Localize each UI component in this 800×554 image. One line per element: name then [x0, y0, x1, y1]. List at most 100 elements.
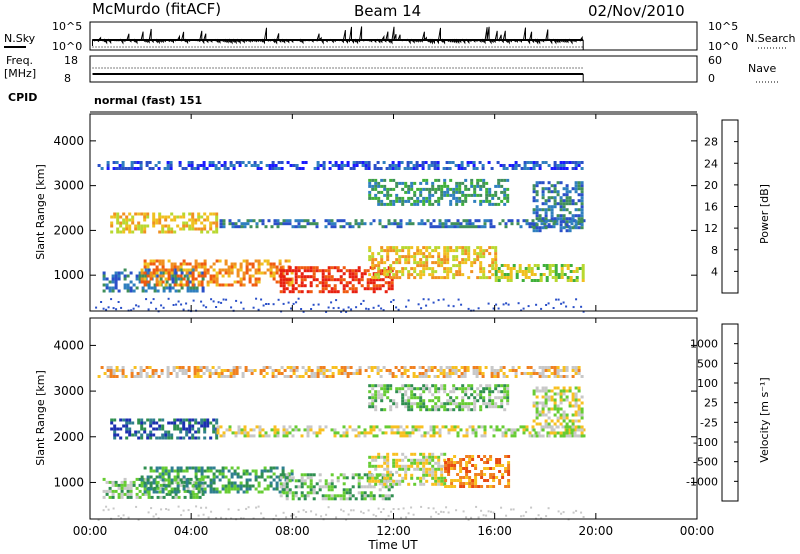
echo-cell — [212, 418, 216, 422]
echo-cell — [188, 490, 192, 494]
echo-cell — [330, 494, 334, 498]
echo-cell — [182, 421, 186, 425]
echo-cell — [515, 270, 519, 273]
echo-cell — [354, 269, 358, 273]
echo-cell — [392, 458, 396, 462]
echo-cell — [520, 515, 523, 518]
echo-cell — [492, 476, 496, 479]
echo-cell — [122, 221, 126, 225]
power-ylabel: Slant Range [km] — [34, 164, 47, 260]
echo-cell — [339, 219, 343, 223]
echo-cell — [453, 485, 457, 488]
echo-cell — [411, 222, 415, 226]
echo-cell — [360, 485, 364, 489]
echo-cell — [252, 434, 256, 438]
echo-cell — [224, 271, 228, 275]
echo-cell — [203, 265, 207, 269]
echo-cell — [280, 161, 284, 164]
echo-cell — [413, 267, 417, 271]
echo-cell — [125, 218, 129, 222]
echo-cell — [188, 227, 192, 231]
echo-cell — [481, 375, 485, 378]
echo-cell — [276, 219, 280, 223]
echo-cell — [170, 466, 174, 470]
echo-cell — [518, 270, 522, 273]
echo-cell — [135, 505, 138, 508]
echo-cell — [580, 511, 583, 514]
echo-cell — [557, 510, 560, 513]
echo-cell — [447, 473, 451, 476]
echo-cell — [368, 396, 372, 400]
echo-cell — [461, 399, 465, 403]
echo-cell — [506, 187, 510, 191]
echo-cell — [450, 464, 454, 467]
echo-cell — [278, 490, 282, 494]
echo-cell — [390, 431, 394, 435]
echo-cell — [559, 208, 563, 212]
echo-cell — [418, 372, 422, 375]
echo-cell — [426, 219, 430, 223]
echo-cell — [185, 262, 189, 266]
echo-cell — [438, 225, 442, 229]
echo-cell — [486, 461, 490, 464]
echo-cell — [500, 402, 504, 406]
echo-cell — [248, 268, 252, 272]
echo-cell — [538, 375, 542, 378]
echo-cell — [387, 494, 391, 498]
echo-cell — [121, 161, 125, 164]
echo-cell — [479, 270, 483, 274]
echo-cell — [269, 271, 273, 275]
echo-cell — [126, 489, 130, 493]
echo-cell — [538, 214, 542, 218]
echo-cell — [559, 431, 563, 435]
echo-cell — [528, 225, 532, 229]
echo-band — [368, 178, 510, 206]
echo-cell — [443, 390, 447, 394]
echo-cell — [316, 164, 320, 167]
echo-cell — [445, 372, 449, 375]
echo-cell — [422, 399, 426, 403]
echo-cell — [372, 278, 376, 282]
echo-cell — [304, 369, 308, 372]
echo-cell — [300, 434, 304, 438]
echo-cell — [225, 298, 228, 301]
echo-cell — [547, 164, 551, 167]
echo-cell — [227, 268, 231, 272]
echo-cell — [400, 161, 404, 164]
echo-cell — [485, 199, 489, 203]
echo-cell — [506, 193, 510, 197]
echo-cell — [559, 164, 563, 167]
echo-cell — [465, 470, 469, 473]
echo-cell — [221, 469, 225, 473]
echo-cell — [324, 425, 328, 429]
echo-cell — [486, 458, 490, 461]
echo-cell — [557, 276, 561, 279]
echo-cell — [303, 219, 307, 223]
echo-cell — [181, 167, 185, 170]
echo-cell — [233, 487, 237, 491]
echo-cell — [209, 466, 213, 470]
echo-cell — [300, 219, 304, 223]
echo-cell — [410, 458, 414, 462]
echo-cell — [242, 472, 246, 476]
echo-cell — [219, 425, 223, 429]
echo-cell — [401, 452, 405, 456]
echo-cell — [473, 408, 477, 412]
echo-cell — [384, 275, 388, 279]
echo-cell — [345, 284, 349, 288]
echo-cell — [342, 308, 345, 311]
echo-cell — [191, 218, 195, 222]
echo-cell — [532, 419, 536, 423]
echo-cell — [297, 510, 300, 513]
echo-cell — [355, 306, 358, 309]
echo-cell — [425, 473, 429, 477]
echo-cell — [441, 222, 445, 226]
echo-cell — [209, 469, 213, 473]
echo-cell — [453, 464, 457, 467]
echo-cell — [158, 436, 162, 440]
echo-cell — [505, 302, 508, 305]
echo-cell — [262, 516, 265, 519]
echo-cell — [272, 478, 276, 482]
echo-cell — [525, 511, 528, 514]
